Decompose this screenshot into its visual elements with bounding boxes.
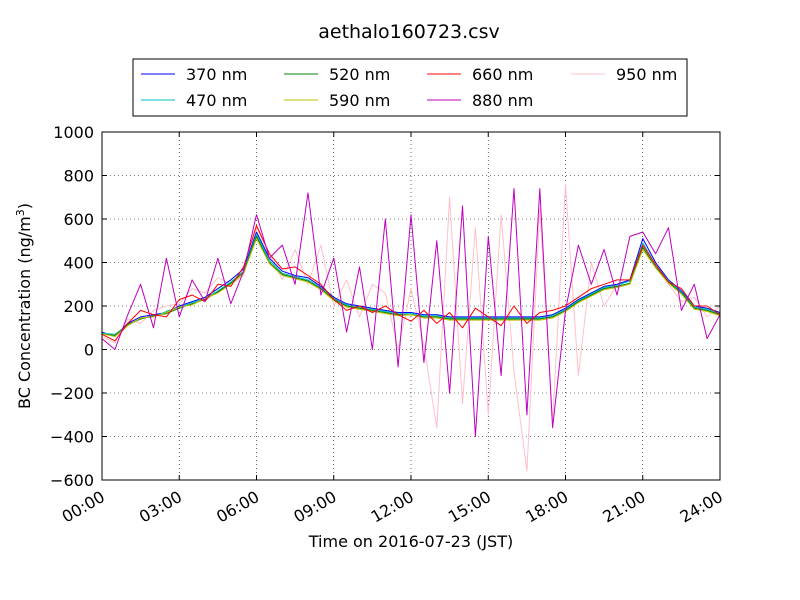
y-tick-label: 200 [63,297,94,316]
x-tick-label: 06:00 [213,487,262,527]
x-tick-label: 24:00 [677,487,726,527]
x-tick-label: 09:00 [290,487,339,527]
legend-label: 370 nm [186,65,247,84]
y-axis-label-main: BC Concentration (ng/m [15,216,34,409]
legend-label: 660 nm [472,65,533,84]
x-tick-label: 00:00 [59,487,108,527]
series-layer [102,183,720,472]
y-axis-label-sup: 3 [14,209,27,216]
y-axis-label-end: ) [15,203,34,209]
y-tick-label: 800 [63,167,94,186]
legend-box [132,58,688,117]
y-tick-label: 600 [63,210,94,229]
x-tick-labels: 00:00 03:00 06:00 09:00 12:00 15:00 18:00 21:00… [59,487,726,527]
x-axis-label: Time on 2016-07-23 (JST) [308,532,513,551]
series-line-660-nm [102,225,720,342]
y-tick-label: −600 [50,471,94,490]
legend: 370 nm 470 nm 520 nm 590 nm 660 nm 880 nm 950 … [132,58,688,117]
x-tick-label: 15:00 [445,487,494,527]
x-tick-label: 03:00 [136,487,185,527]
chart-title: aethalo160723.csv [318,21,500,43]
y-axis-label: BC Concentration (ng/m3) [14,203,34,409]
y-tick-label: −200 [50,384,94,403]
legend-label: 520 nm [329,65,390,84]
series-line-370-nm [102,231,720,337]
axis-ticks [101,131,721,481]
y-tick-label: −400 [50,428,94,447]
y-tick-labels: −600 −400 −200 0 200 400 600 800 1000 [50,123,94,490]
series-line-590-nm [102,238,720,337]
x-tick-label: 21:00 [599,487,648,527]
legend-label: 590 nm [329,91,390,110]
legend-label: 880 nm [472,91,533,110]
x-tick-label: 18:00 [522,487,571,527]
y-tick-label: 0 [84,341,94,360]
series-line-880-nm [102,188,720,437]
y-tick-label: 400 [63,254,94,273]
y-tick-label: 1000 [53,123,94,142]
legend-label: 470 nm [186,91,247,110]
legend-label: 950 nm [616,65,677,84]
grid [102,132,720,480]
x-tick-label: 12:00 [368,487,417,527]
